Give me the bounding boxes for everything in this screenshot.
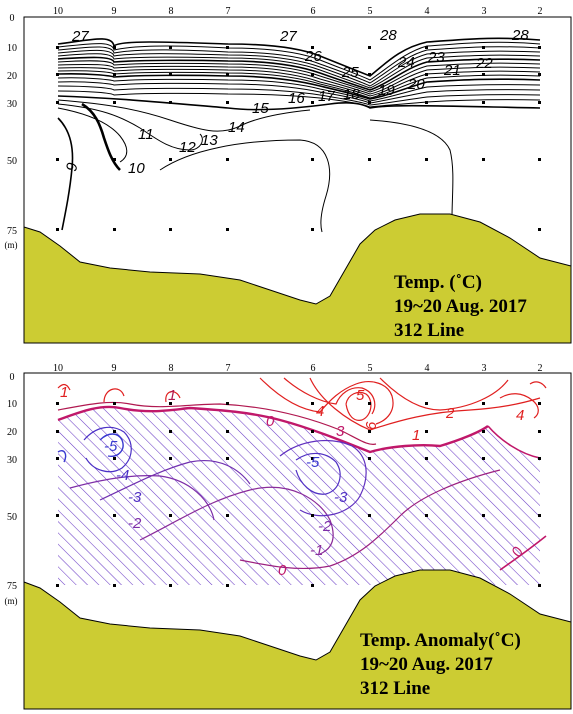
top-x-tick: 10 xyxy=(53,6,63,17)
contour-label: 0 xyxy=(266,413,275,430)
contour-label: 11 xyxy=(138,126,154,143)
top-y-tick: 50 xyxy=(7,156,17,167)
contour-label: 4 xyxy=(516,407,524,424)
bottom-station-dots xyxy=(56,402,541,587)
contour-label: 20 xyxy=(407,76,425,93)
bottom-y-tick: 30 xyxy=(7,455,17,466)
contour-label: 17 xyxy=(318,88,335,105)
temperature-panel: 10 9 8 7 6 5 4 3 2 0 10 20 30 50 75 (m) xyxy=(5,6,572,344)
negative-anomaly-hatch xyxy=(58,406,540,585)
bottom-title-line-2: 19~20 Aug. 2017 xyxy=(360,654,493,675)
bottom-y-ticks: 0 10 20 30 50 75 (m) xyxy=(5,372,18,606)
contour-label: 18 xyxy=(343,86,360,103)
top-title-line-2: 19~20 Aug. 2017 xyxy=(394,296,527,317)
contour-label: 28 xyxy=(379,27,397,44)
top-y-tick: 0 xyxy=(10,13,15,24)
contour-label: 9 xyxy=(63,161,81,173)
top-x-tick: 8 xyxy=(169,6,174,17)
bottom-x-tick: 3 xyxy=(482,363,487,374)
contour-label: 15 xyxy=(252,100,269,117)
top-x-tick: 9 xyxy=(112,6,117,17)
bottom-x-tick: 6 xyxy=(311,363,316,374)
top-y-ticks: 0 10 20 30 50 75 (m) xyxy=(5,13,18,250)
contour-label: 16 xyxy=(288,90,305,107)
contour-label: 23 xyxy=(427,49,445,66)
bottom-x-tick: 8 xyxy=(169,363,174,374)
top-x-tick: 4 xyxy=(425,6,430,17)
top-x-ticks: 10 9 8 7 6 5 4 3 2 xyxy=(53,6,543,17)
bottom-x-ticks: 10 9 8 7 6 5 4 3 2 xyxy=(53,363,543,374)
bottom-x-tick: 4 xyxy=(425,363,430,374)
contour-label: -4 xyxy=(116,467,129,484)
top-station-dots xyxy=(56,46,541,231)
bottom-x-tick: 9 xyxy=(112,363,117,374)
top-x-tick: 2 xyxy=(538,6,543,17)
bottom-x-tick: 7 xyxy=(226,363,231,374)
bottom-y-tick: 50 xyxy=(7,512,17,523)
bottom-title-block: Temp. Anomaly(˚C) 19~20 Aug. 2017 312 Li… xyxy=(360,630,521,699)
contour-label: -3 xyxy=(128,489,142,506)
top-title-line-1: Temp. (˚C) xyxy=(394,272,482,293)
contour-label: 14 xyxy=(228,119,245,136)
top-y-tick: 10 xyxy=(7,43,17,54)
contour-label: -5 xyxy=(306,454,320,471)
bottom-y-tick: 10 xyxy=(7,399,17,410)
top-x-tick: 3 xyxy=(482,6,487,17)
contour-label: 5 xyxy=(356,387,365,404)
contour-label: 2 xyxy=(445,405,455,422)
top-y-tick: 75 xyxy=(7,226,17,237)
bottom-title-line-3: 312 Line xyxy=(360,678,430,699)
bottom-title-line-1: Temp. Anomaly(˚C) xyxy=(360,630,521,651)
top-title-block: Temp. (˚C) 19~20 Aug. 2017 312 Line xyxy=(394,272,527,341)
bottom-y-tick: 20 xyxy=(7,427,17,438)
top-contour-labels: 27 27 26 25 28 28 24 23 22 21 20 19 18 1… xyxy=(63,27,529,177)
contour-label: 25 xyxy=(341,64,359,81)
contour-label: 1 xyxy=(60,384,68,401)
top-x-tick: 5 xyxy=(368,6,373,17)
top-contour-lines xyxy=(57,37,541,233)
contour-label: -3 xyxy=(334,489,348,506)
contour-label: 24 xyxy=(397,54,415,71)
top-y-unit: (m) xyxy=(5,240,18,250)
bottom-x-tick: 5 xyxy=(368,363,373,374)
top-y-tick: 30 xyxy=(7,99,17,110)
top-title-line-3: 312 Line xyxy=(394,320,464,341)
contour-label: 4 xyxy=(316,403,324,420)
contour-label: 1 xyxy=(412,427,420,444)
contour-label: 27 xyxy=(71,28,89,45)
contour-label: 6 xyxy=(363,421,380,430)
bottom-x-tick: 10 xyxy=(53,363,63,374)
top-seabed-terrain xyxy=(23,213,572,344)
bottom-x-tick: 2 xyxy=(538,363,543,374)
contour-label: 21 xyxy=(443,62,461,79)
bottom-y-tick: 0 xyxy=(10,372,15,383)
contour-label: 1 xyxy=(168,387,176,404)
top-y-tick: 20 xyxy=(7,71,17,82)
contour-label: 12 xyxy=(179,139,196,156)
contour-label: -5 xyxy=(104,438,118,455)
contour-label: 3 xyxy=(336,423,345,440)
contour-label: 10 xyxy=(128,160,145,177)
bottom-y-tick: 75 xyxy=(7,581,17,592)
bottom-contour-lines xyxy=(57,377,547,571)
contour-label: 13 xyxy=(201,132,218,149)
contour-label: -2 xyxy=(128,515,142,532)
contour-label: 0 xyxy=(278,562,287,579)
contour-label: 26 xyxy=(304,48,322,65)
bottom-y-unit: (m) xyxy=(5,596,18,606)
contour-label: 28 xyxy=(511,27,529,44)
top-x-tick: 6 xyxy=(311,6,316,17)
bottom-seabed-terrain xyxy=(23,569,572,710)
contour-label: -2 xyxy=(318,518,332,535)
contour-label: 19 xyxy=(378,82,395,99)
anomaly-panel: 10 9 8 7 6 5 4 3 2 0 10 20 30 50 75 (m) xyxy=(5,363,572,710)
contour-label: -1 xyxy=(310,542,323,559)
contour-label: 22 xyxy=(475,55,493,72)
top-x-tick: 7 xyxy=(226,6,231,17)
contour-label: 27 xyxy=(279,28,297,45)
bottom-contour-labels: 1 1 -5 -4 -3 -2 0 4 5 6 3 2 1 4 -5 -3 -2… xyxy=(60,384,527,579)
